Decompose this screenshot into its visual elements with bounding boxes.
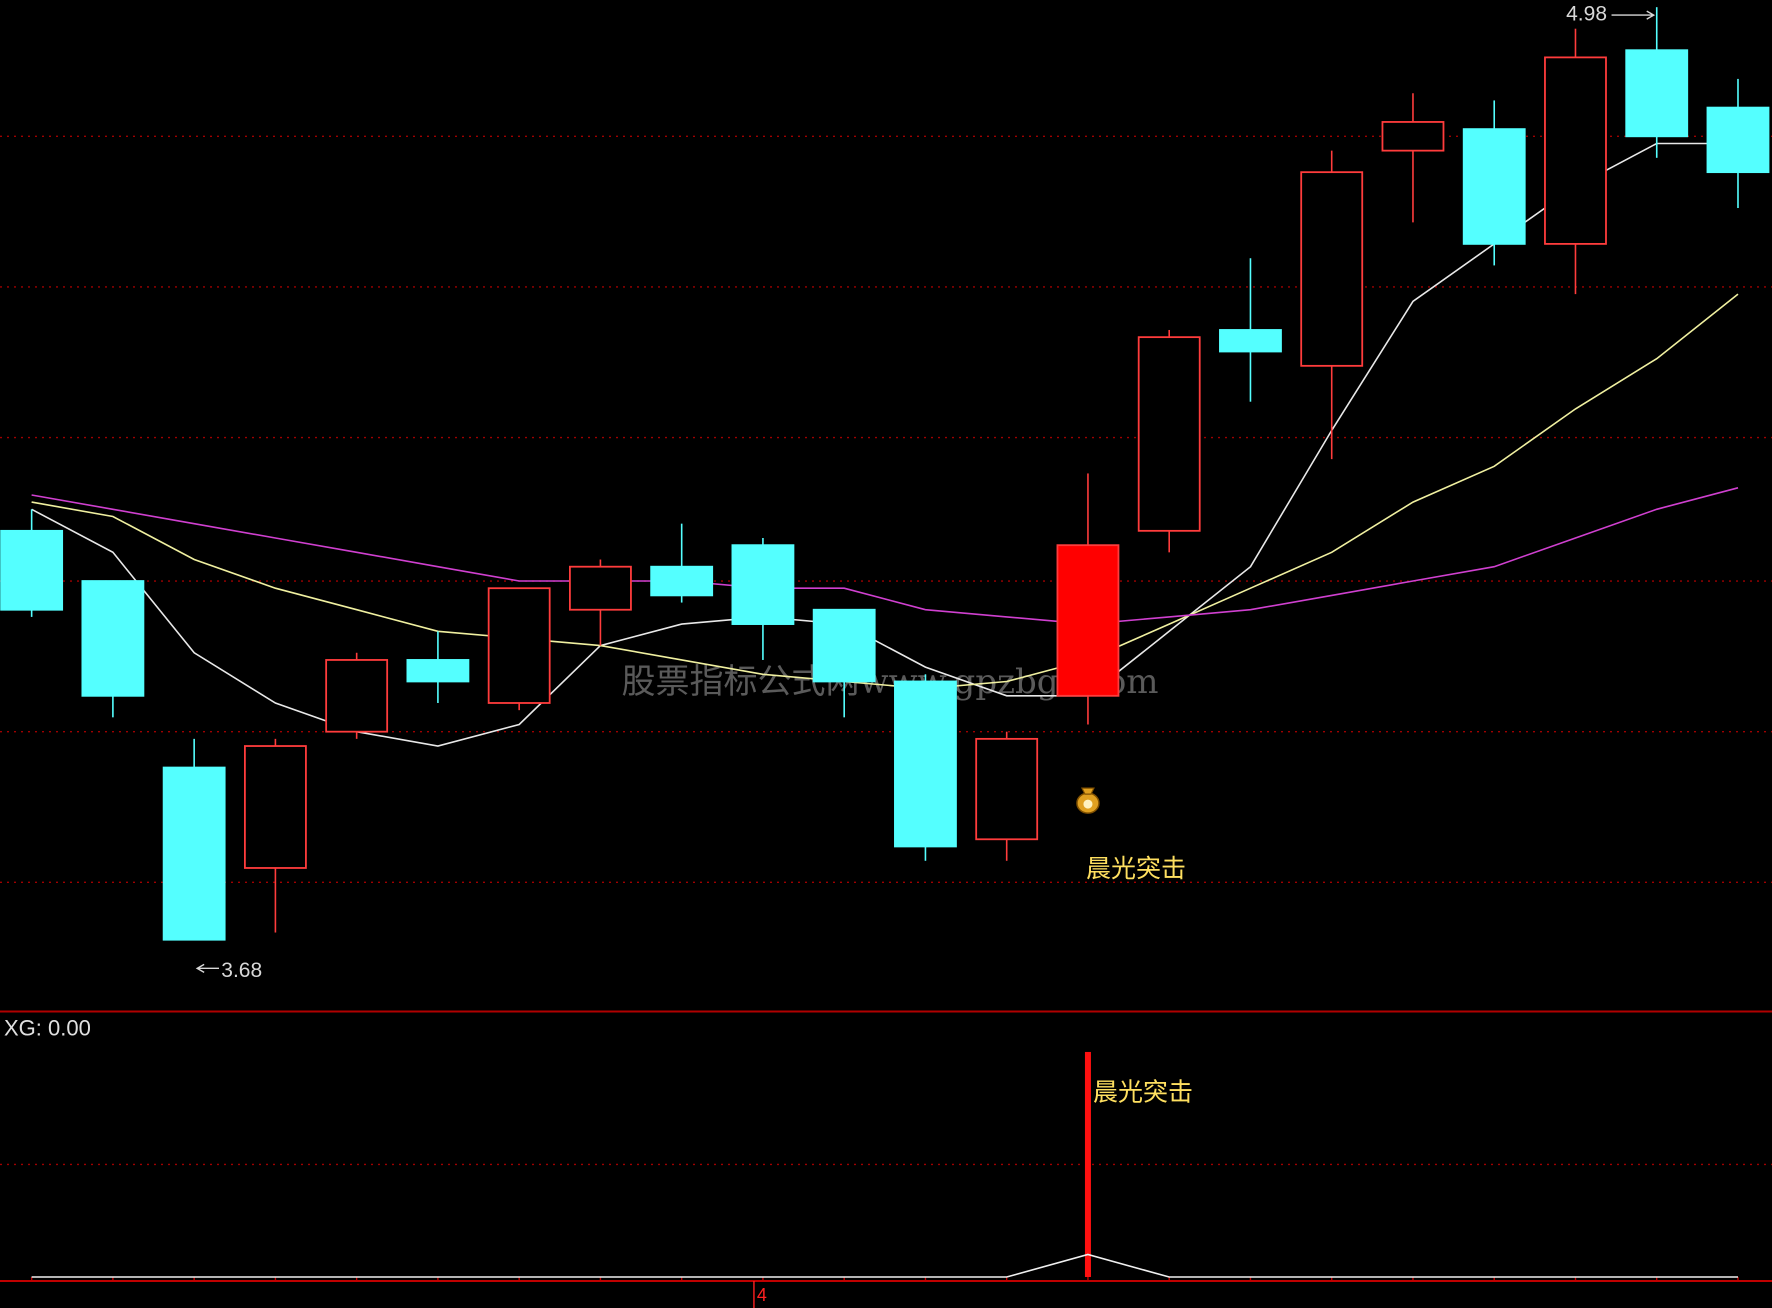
money-bag-neck (1080, 787, 1095, 795)
candle-body (1381, 121, 1445, 152)
candle-body (569, 565, 632, 611)
candle-body (162, 766, 226, 941)
candle-body (1706, 106, 1770, 174)
money-bag-coin (1083, 799, 1093, 809)
max-arrow (1611, 10, 1656, 20)
max-label: 4.98 (1566, 3, 1607, 26)
money-bag-icon (1076, 787, 1100, 814)
candle-body (81, 580, 145, 697)
signal-text: 晨光突击 (1086, 855, 1186, 883)
candle-body (731, 544, 795, 625)
candle-body (0, 529, 64, 611)
candle-body (1219, 329, 1282, 353)
signal-bar (1084, 1051, 1091, 1277)
indicator-line (31, 1253, 1738, 1278)
candle-body (812, 608, 876, 683)
indicator-label: XG: 0.00 (4, 1015, 91, 1040)
candle-body (1137, 336, 1201, 532)
candle-body (243, 745, 307, 869)
min-arrow (195, 963, 220, 973)
candle-body (650, 565, 714, 597)
candle-body (1300, 171, 1364, 367)
moving-average (31, 487, 1739, 625)
candle-body (487, 587, 551, 704)
min-label: 3.68 (221, 959, 262, 982)
signal-text: 晨光突击 (1093, 1079, 1193, 1107)
candle-body (1544, 56, 1607, 245)
moving-average (31, 293, 1739, 690)
moving-average (31, 142, 1738, 747)
candle-body (1625, 49, 1689, 138)
candle-body (975, 737, 1039, 841)
candle-body (894, 680, 957, 848)
x-tick-label: 4 (757, 1285, 767, 1305)
candle-body (1056, 544, 1120, 697)
candle-body (325, 659, 389, 733)
candle-body (1462, 128, 1526, 245)
candle-body (406, 659, 470, 683)
